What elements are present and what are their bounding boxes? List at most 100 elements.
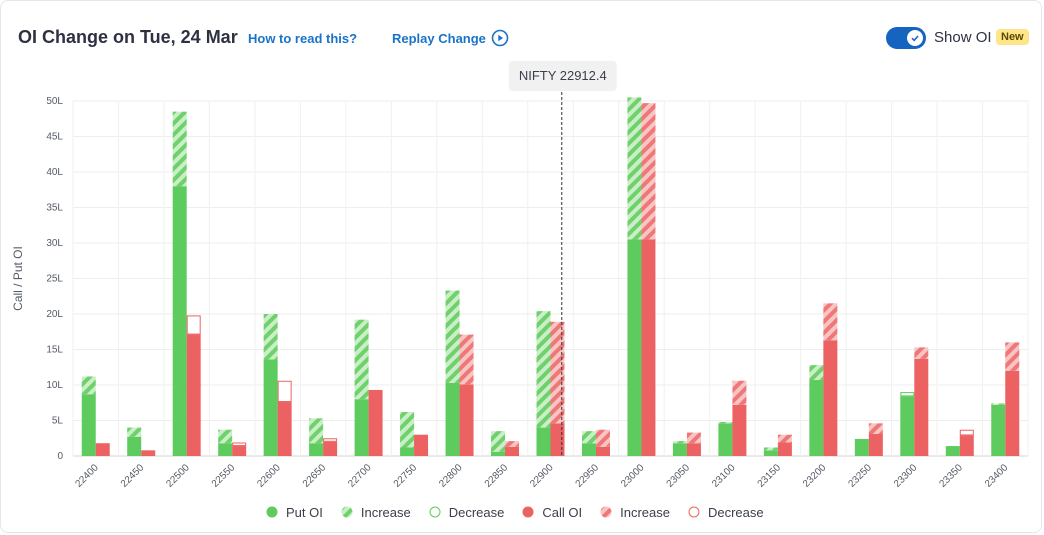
call-decrease-bar[interactable] — [232, 442, 247, 447]
put-oi-bar[interactable] — [263, 359, 278, 456]
call-oi-bar[interactable] — [823, 340, 838, 456]
y-tick-label: 35L — [46, 203, 63, 214]
put-increase-bar[interactable] — [536, 311, 551, 428]
bars — [81, 97, 1020, 456]
legend-put-increase[interactable]: Increase — [341, 505, 411, 520]
show-oi-toggle[interactable] — [886, 27, 926, 49]
call-oi-bar[interactable] — [323, 441, 338, 456]
y-tick-label: 20L — [46, 309, 63, 320]
call-increase-bar[interactable] — [868, 423, 883, 434]
play-circle-icon[interactable] — [491, 29, 509, 47]
put-oi-bar[interactable] — [945, 446, 960, 456]
call-increase-bar[interactable] — [550, 321, 565, 424]
put-increase-bar[interactable] — [581, 431, 596, 444]
put-oi-bar[interactable] — [536, 427, 551, 456]
put-oi-bar[interactable] — [127, 436, 142, 456]
call-decrease-bar[interactable] — [323, 438, 338, 442]
call-oi-bar[interactable] — [459, 384, 474, 456]
call-increase-bar[interactable] — [459, 334, 474, 385]
call-increase-bar[interactable] — [823, 303, 838, 341]
put-increase-bar[interactable] — [763, 447, 778, 451]
put-increase-bar[interactable] — [400, 411, 415, 448]
call-oi-bar[interactable] — [595, 446, 610, 456]
call-increase-bar[interactable] — [505, 441, 520, 447]
put-oi-bar[interactable] — [718, 423, 733, 456]
call-oi-bar[interactable] — [186, 334, 201, 456]
call-increase-bar[interactable] — [595, 429, 610, 447]
x-tick-label: 22500 — [164, 462, 192, 490]
call-oi-bar[interactable] — [777, 442, 792, 456]
call-decrease-bar[interactable] — [186, 315, 201, 335]
legend-label: Decrease — [448, 504, 505, 520]
put-oi-bar[interactable] — [581, 443, 596, 456]
put-increase-bar[interactable] — [218, 429, 233, 444]
how-to-read-link[interactable]: How to read this? — [248, 31, 358, 46]
legend-call-increase[interactable]: Increase — [600, 505, 670, 520]
call-increase-bar[interactable] — [1005, 342, 1020, 371]
call-oi-bar[interactable] — [686, 443, 701, 456]
legend-call-oi[interactable]: Call OI — [522, 505, 582, 520]
put-oi-bar[interactable] — [445, 382, 460, 456]
call-oi-bar[interactable] — [277, 402, 292, 456]
put-increase-bar[interactable] — [809, 365, 824, 381]
legend-put-oi[interactable]: Put OI — [266, 505, 323, 520]
put-increase-bar[interactable] — [991, 403, 1006, 405]
put-oi-bar[interactable] — [81, 394, 96, 456]
call-increase-bar[interactable] — [641, 103, 656, 240]
put-oi-bar[interactable] — [627, 239, 642, 456]
put-oi-bar[interactable] — [672, 443, 687, 456]
put-oi-bar[interactable] — [854, 438, 869, 456]
put-increase-bar[interactable] — [491, 431, 506, 452]
put-increase-bar[interactable] — [672, 441, 687, 444]
legend-put-decrease[interactable]: Decrease — [429, 504, 505, 520]
spot-label: NIFTY 22912.4 — [519, 68, 607, 83]
put-increase-bar[interactable] — [81, 376, 96, 395]
put-oi-bar[interactable] — [218, 443, 233, 456]
y-axis: 0 5L 10L 15L 20L 25L 30L 35L 40L 45L 50L — [46, 96, 63, 462]
call-increase-bar[interactable] — [686, 432, 701, 444]
call-decrease-bar[interactable] — [277, 380, 292, 403]
call-oi-bar[interactable] — [505, 446, 520, 456]
call-decrease-bar[interactable] — [959, 429, 974, 436]
call-increase-bar[interactable] — [914, 347, 929, 359]
call-oi-bar[interactable] — [141, 450, 156, 456]
call-increase-bar[interactable] — [777, 434, 792, 443]
call-oi-bar[interactable] — [1005, 370, 1020, 456]
put-increase-bar[interactable] — [263, 314, 278, 360]
put-oi-bar[interactable] — [354, 399, 369, 456]
put-increase-bar[interactable] — [718, 421, 733, 424]
call-increase-swatch — [600, 506, 612, 518]
call-oi-bar[interactable] — [959, 435, 974, 456]
chart-header: OI Change on Tue, 24 Mar How to read thi… — [18, 24, 1030, 54]
call-oi-bar[interactable] — [641, 239, 656, 456]
put-oi-bar[interactable] — [763, 450, 778, 456]
put-decrease-bar[interactable] — [900, 392, 915, 397]
put-oi-bar[interactable] — [900, 396, 915, 456]
put-increase-bar[interactable] — [445, 290, 460, 383]
call-increase-bar[interactable] — [732, 380, 747, 405]
put-increase-bar[interactable] — [127, 427, 142, 437]
put-oi-bar[interactable] — [809, 380, 824, 456]
call-oi-bar[interactable] — [550, 423, 565, 456]
put-increase-bar[interactable] — [354, 319, 369, 400]
replay-change-button[interactable]: Replay Change — [392, 31, 486, 46]
put-increase-bar[interactable] — [172, 111, 187, 187]
put-increase-bar[interactable] — [309, 418, 324, 444]
call-oi-bar[interactable] — [414, 434, 429, 456]
call-oi-bar[interactable] — [914, 358, 929, 456]
put-oi-bar[interactable] — [309, 443, 324, 456]
put-oi-bar[interactable] — [400, 447, 415, 456]
y-tick-label: 50L — [46, 96, 63, 107]
put-oi-bar[interactable] — [172, 186, 187, 456]
call-oi-bar[interactable] — [95, 443, 110, 456]
call-oi-bar[interactable] — [368, 389, 383, 456]
legend-label: Put OI — [286, 504, 323, 520]
show-oi-label: Show OI — [934, 29, 992, 46]
call-oi-bar[interactable] — [868, 433, 883, 456]
put-increase-bar[interactable] — [627, 97, 642, 240]
call-oi-bar[interactable] — [232, 446, 247, 456]
legend-call-decrease[interactable]: Decrease — [688, 505, 764, 520]
put-oi-bar[interactable] — [991, 404, 1006, 456]
put-oi-bar[interactable] — [491, 451, 506, 456]
call-oi-bar[interactable] — [732, 404, 747, 456]
